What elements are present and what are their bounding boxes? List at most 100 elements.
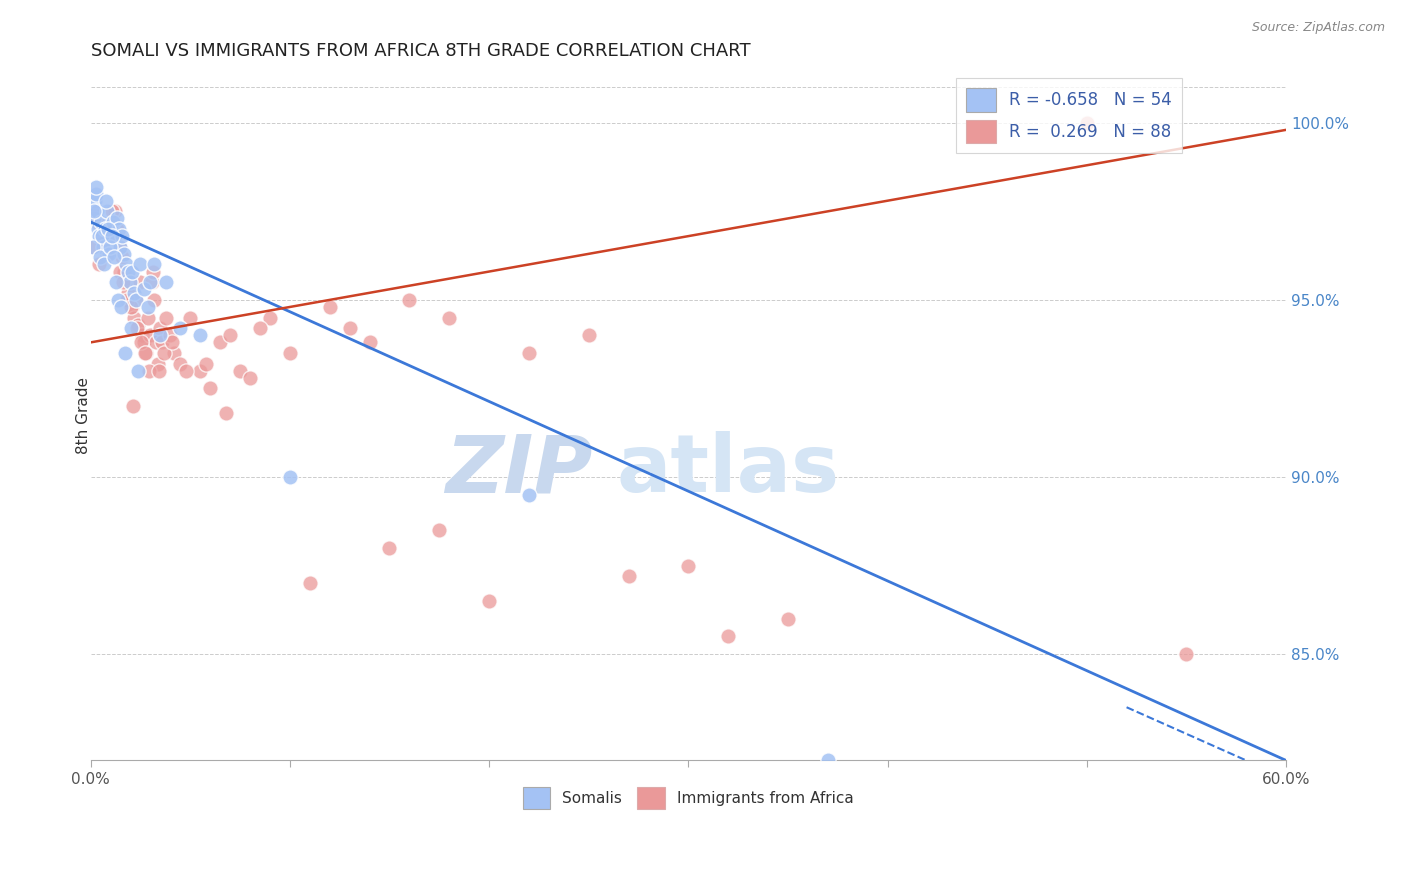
Point — [122, 399, 145, 413]
Point — [135, 346, 157, 360]
Point — [86, 215, 108, 229]
Text: atlas: atlas — [617, 431, 839, 509]
Point — [103, 204, 125, 219]
Point — [83, 194, 105, 208]
Point — [139, 275, 162, 289]
Text: ZIP: ZIP — [446, 431, 593, 509]
Point — [134, 282, 156, 296]
Point — [141, 275, 163, 289]
Point — [188, 364, 211, 378]
Point — [150, 335, 173, 350]
Point — [478, 594, 501, 608]
Point — [359, 335, 381, 350]
Point — [117, 293, 139, 307]
Point — [120, 275, 142, 289]
Point — [83, 204, 105, 219]
Point — [108, 264, 131, 278]
Point — [107, 293, 129, 307]
Point — [120, 321, 142, 335]
Point — [127, 321, 149, 335]
Point — [115, 257, 138, 271]
Point — [97, 247, 120, 261]
Point — [83, 240, 105, 254]
Point — [94, 194, 117, 208]
Point — [149, 328, 172, 343]
Point — [717, 629, 740, 643]
Point — [678, 558, 700, 573]
Point — [90, 229, 112, 244]
Point — [298, 576, 321, 591]
Point — [82, 240, 104, 254]
Point — [138, 310, 160, 325]
Point — [103, 229, 125, 244]
Point — [117, 285, 139, 300]
Point — [101, 215, 124, 229]
Point — [278, 470, 301, 484]
Point — [97, 222, 120, 236]
Point — [93, 222, 115, 236]
Point — [103, 251, 125, 265]
Point — [1175, 647, 1198, 661]
Point — [107, 229, 129, 244]
Point — [110, 240, 132, 254]
Point — [131, 328, 153, 343]
Point — [117, 264, 139, 278]
Point — [129, 257, 152, 271]
Point — [93, 257, 115, 271]
Point — [127, 364, 149, 378]
Point — [114, 247, 136, 261]
Point — [229, 364, 252, 378]
Point — [87, 229, 110, 244]
Point — [188, 328, 211, 343]
Point — [378, 541, 401, 555]
Point — [96, 204, 118, 219]
Point — [90, 215, 112, 229]
Point — [104, 275, 127, 289]
Point — [517, 488, 540, 502]
Point — [86, 204, 108, 219]
Point — [90, 229, 112, 244]
Point — [209, 335, 232, 350]
Point — [120, 293, 142, 307]
Point — [125, 293, 148, 307]
Point — [215, 406, 238, 420]
Point — [517, 346, 540, 360]
Point — [169, 321, 191, 335]
Point — [163, 346, 186, 360]
Point — [101, 215, 124, 229]
Point — [110, 300, 132, 314]
Point — [114, 346, 136, 360]
Point — [86, 222, 108, 236]
Point — [145, 335, 167, 350]
Point — [115, 275, 138, 289]
Point — [159, 328, 181, 343]
Text: Source: ZipAtlas.com: Source: ZipAtlas.com — [1251, 21, 1385, 34]
Point — [195, 357, 218, 371]
Point — [105, 211, 128, 226]
Point — [139, 328, 162, 343]
Point — [219, 328, 242, 343]
Point — [239, 371, 262, 385]
Legend: Somalis, Immigrants from Africa: Somalis, Immigrants from Africa — [516, 781, 860, 815]
Point — [776, 612, 799, 626]
Point — [96, 247, 118, 261]
Point — [124, 285, 146, 300]
Point — [148, 357, 170, 371]
Point — [339, 321, 361, 335]
Point — [149, 321, 172, 335]
Point — [83, 211, 105, 226]
Point — [114, 264, 136, 278]
Point — [249, 321, 271, 335]
Point — [121, 300, 143, 314]
Point — [84, 179, 107, 194]
Point — [89, 251, 111, 265]
Point — [155, 275, 177, 289]
Point — [100, 229, 122, 244]
Point — [105, 222, 128, 236]
Point — [1076, 116, 1098, 130]
Point — [111, 229, 134, 244]
Point — [87, 257, 110, 271]
Point — [107, 222, 129, 236]
Point — [817, 753, 839, 767]
Point — [179, 310, 201, 325]
